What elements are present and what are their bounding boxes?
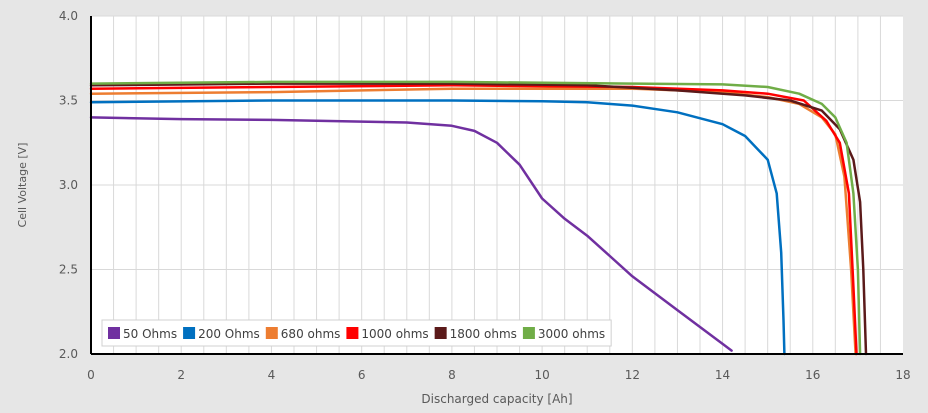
legend: 50 Ohms 200 Ohms 680 ohms 1000 ohms 1800 ohm… (101, 319, 612, 347)
legend-label: 3000 ohms (538, 327, 605, 341)
x-tick-label: 0 (87, 368, 95, 382)
x-tick-label: 8 (448, 368, 456, 382)
legend-swatch (265, 327, 278, 339)
legend-swatch (522, 327, 535, 339)
legend-label: 1000 ohms (361, 327, 428, 341)
series-line (89, 80, 862, 356)
y-tick-label: 2.0 (59, 347, 78, 361)
grid (91, 15, 903, 354)
x-tick-label: 6 (358, 368, 366, 382)
series-line (89, 99, 786, 356)
legend-swatch (434, 327, 447, 339)
legend-swatch (108, 327, 120, 339)
y-tick-label: 4.0 (59, 9, 78, 23)
legend-swatch (346, 327, 359, 339)
y-tick-label: 3.5 (59, 94, 78, 108)
x-tick-label: 16 (805, 368, 820, 382)
x-axis-label: Discharged capacity [Ah] (421, 392, 572, 406)
x-tick-label: 12 (625, 368, 640, 382)
y-tick-label: 3.0 (59, 178, 78, 192)
x-tick-label: 10 (534, 368, 549, 382)
y-tick-label: 2.5 (59, 263, 78, 277)
series-line (89, 82, 868, 356)
legend-swatch (183, 327, 196, 339)
x-tick-label: 2 (177, 368, 185, 382)
series-line (89, 116, 733, 352)
axes: 0 2 4 6 8 10 12 14 16 18 2.0 2.5 3.0 3.5 4.0 (59, 9, 911, 382)
legend-label: 50 Ohms (123, 327, 177, 341)
series-group (89, 80, 868, 356)
legend-label: 1800 ohms (450, 327, 517, 341)
x-tick-label: 4 (268, 368, 276, 382)
x-tick-label: 18 (895, 368, 910, 382)
series-line (89, 84, 858, 356)
x-tick-label: 14 (715, 368, 730, 382)
legend-label: 200 Ohms (198, 327, 260, 341)
y-axis-label: Cell Voltage [V] (16, 143, 29, 228)
legend-label: 680 ohms (281, 327, 341, 341)
